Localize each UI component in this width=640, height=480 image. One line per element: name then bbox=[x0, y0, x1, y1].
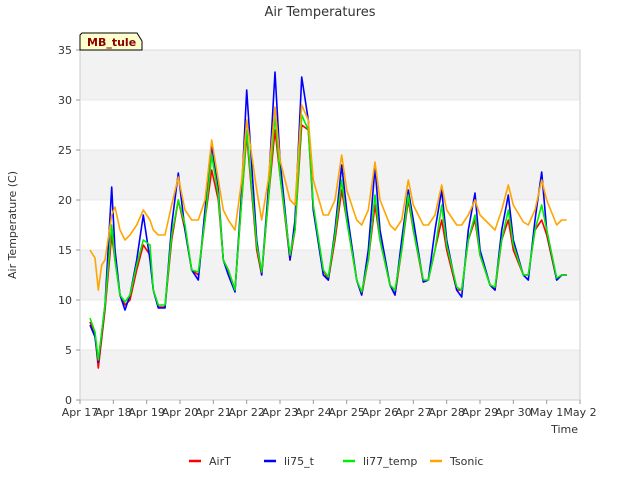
x-tick-label: Apr 26 bbox=[362, 406, 399, 419]
y-axis-label: Air Temperature (C) bbox=[6, 171, 19, 279]
x-tick-label: Apr 21 bbox=[195, 406, 232, 419]
x-axis-label: Time bbox=[550, 423, 578, 436]
x-tick-label: Apr 27 bbox=[395, 406, 432, 419]
legend-label: li75_t bbox=[284, 455, 315, 468]
x-tick-label: Apr 17 bbox=[62, 406, 99, 419]
y-axis: 0 5 10 15 20 25 30 35 bbox=[58, 44, 580, 407]
y-tick-label: 25 bbox=[58, 144, 72, 157]
y-tick-label: 10 bbox=[58, 294, 72, 307]
series-line-li75-t bbox=[89, 71, 567, 363]
y-tick-label: 30 bbox=[58, 94, 72, 107]
grid-band bbox=[80, 350, 580, 400]
x-tick-label: Apr 22 bbox=[228, 406, 265, 419]
station-tag: MB_tule bbox=[79, 32, 143, 51]
x-tick-label: Apr 28 bbox=[428, 406, 465, 419]
x-tick-label: Apr 30 bbox=[495, 406, 532, 419]
x-tick-label: Apr 18 bbox=[95, 406, 132, 419]
x-tick-label: Apr 25 bbox=[328, 406, 365, 419]
series-lines bbox=[89, 71, 567, 369]
legend-label: AirT bbox=[209, 455, 231, 468]
y-tick-label: 15 bbox=[58, 244, 72, 257]
y-tick-label: 20 bbox=[58, 194, 72, 207]
x-tick-label: May 1 bbox=[530, 406, 563, 419]
x-tick-label: Apr 29 bbox=[462, 406, 499, 419]
series-line-tsonic bbox=[89, 104, 567, 291]
x-tick-label: May 2 bbox=[563, 406, 596, 419]
station-tag-label: MB_tule bbox=[87, 36, 136, 49]
y-tick-label: 35 bbox=[58, 44, 72, 57]
chart-title: Air Temperatures bbox=[264, 5, 375, 20]
grid-band bbox=[80, 150, 580, 200]
legend-label: li77_temp bbox=[363, 455, 417, 468]
grid-band bbox=[80, 250, 580, 300]
x-tick-label: Apr 19 bbox=[128, 406, 165, 419]
grid-band bbox=[80, 50, 580, 100]
legend-label: Tsonic bbox=[449, 455, 483, 468]
legend: AirT li75_t li77_temp Tsonic bbox=[189, 455, 483, 468]
x-tick-label: Apr 20 bbox=[162, 406, 199, 419]
x-tick-label: Apr 24 bbox=[295, 406, 332, 419]
series-line-li77-temp bbox=[89, 114, 567, 361]
y-tick-label: 0 bbox=[65, 394, 72, 407]
y-tick-label: 5 bbox=[65, 344, 72, 357]
x-tick-label: Apr 23 bbox=[262, 406, 299, 419]
